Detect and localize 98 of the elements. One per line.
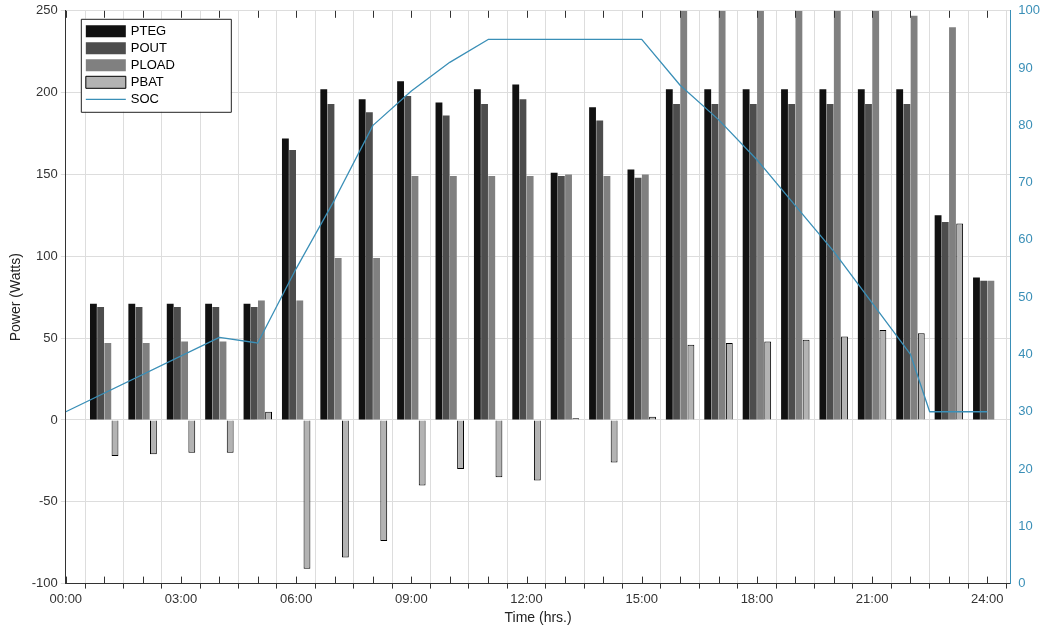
bar — [320, 89, 328, 420]
x-tick-label: 09:00 — [395, 590, 428, 606]
legend-label: PTEG — [130, 22, 167, 38]
y-tick-label: 50 — [43, 329, 58, 345]
bar — [742, 89, 750, 420]
bar — [250, 307, 258, 420]
bar — [819, 89, 827, 420]
bar — [526, 176, 534, 420]
y2-tick-label: 0 — [1018, 575, 1026, 591]
bar — [665, 89, 673, 420]
y2-tick-label: 70 — [1018, 174, 1033, 190]
bar — [166, 303, 174, 420]
bar — [872, 10, 880, 420]
y-tick-label: 0 — [50, 411, 58, 427]
bar — [641, 174, 649, 420]
bar — [757, 10, 764, 420]
bar — [896, 89, 904, 420]
bar — [987, 280, 995, 420]
bar — [903, 104, 911, 420]
y2-tick-label: 20 — [1018, 460, 1033, 476]
x-tick-label: 21:00 — [855, 590, 889, 606]
bar — [704, 89, 712, 420]
y-tick-label: -100 — [31, 575, 58, 591]
bar — [397, 81, 404, 420]
bar — [442, 115, 450, 420]
bar — [980, 280, 988, 420]
bar — [857, 89, 865, 420]
y-tick-label: 250 — [36, 2, 58, 18]
bar — [473, 89, 481, 420]
y2-tick-label: 50 — [1018, 288, 1033, 304]
bar — [795, 10, 803, 420]
y-tick-label: 100 — [36, 247, 58, 263]
bar — [296, 300, 304, 420]
bar — [481, 104, 488, 420]
legend-label: SOC — [130, 90, 159, 106]
y-tick-label: 150 — [36, 166, 58, 182]
bar — [826, 104, 834, 420]
legend-label: POUT — [130, 39, 167, 55]
y2-tick-label: 80 — [1018, 116, 1033, 132]
bar — [90, 303, 97, 420]
bar — [550, 172, 558, 420]
x-tick-label: 18:00 — [740, 590, 774, 606]
bar — [257, 300, 265, 420]
y-tick-label: -50 — [39, 493, 58, 509]
bar — [488, 176, 496, 420]
bar — [589, 107, 596, 420]
legend-label: PLOAD — [130, 56, 175, 72]
bar — [358, 99, 366, 420]
bar — [711, 104, 719, 420]
y2-tick-label: 30 — [1018, 403, 1033, 419]
bar — [173, 307, 181, 420]
bar — [833, 10, 841, 420]
bar — [512, 84, 520, 420]
x-axis-title: Time (hrs.) — [504, 609, 572, 626]
bar — [128, 303, 136, 420]
bar — [181, 341, 189, 420]
legend-label: PBAT — [130, 73, 164, 89]
y-tick-label: 200 — [36, 84, 58, 100]
bar — [365, 112, 373, 420]
x-tick-label: 00:00 — [49, 590, 83, 606]
x-tick-label: 24:00 — [971, 590, 1004, 606]
bar — [565, 174, 572, 420]
bar — [104, 343, 112, 420]
y2-tick-label: 60 — [1018, 231, 1033, 247]
y-axis-title: Power (Watts) — [7, 253, 24, 342]
x-tick-label: 12:00 — [510, 590, 543, 606]
bar — [404, 95, 412, 420]
bar — [910, 15, 918, 420]
x-tick-label: 06:00 — [279, 590, 313, 606]
bar — [865, 104, 872, 420]
bar — [680, 10, 688, 420]
bar — [449, 176, 457, 420]
y2-tick-label: 40 — [1018, 346, 1033, 362]
bar — [281, 138, 289, 420]
x-tick-label: 03:00 — [164, 590, 198, 606]
bar — [596, 120, 604, 420]
bar — [634, 177, 642, 420]
x-tick-label: 15:00 — [625, 590, 658, 606]
bar — [788, 104, 796, 420]
bar — [334, 257, 342, 420]
bar — [718, 10, 726, 420]
bar — [289, 149, 296, 420]
bar — [973, 277, 980, 420]
bar — [949, 27, 956, 420]
bar — [781, 89, 788, 420]
bar — [934, 215, 942, 420]
bar — [142, 343, 150, 420]
bar — [557, 176, 565, 420]
bar — [373, 257, 380, 420]
y2-tick-label: 90 — [1018, 59, 1033, 75]
bar — [97, 307, 105, 420]
y2-tick-label: 100 — [1018, 2, 1041, 18]
y2-tick-label: 10 — [1018, 517, 1033, 533]
bar — [749, 104, 757, 420]
bar — [212, 307, 220, 420]
bar — [205, 303, 213, 420]
bar — [673, 104, 680, 420]
bar — [941, 221, 949, 420]
